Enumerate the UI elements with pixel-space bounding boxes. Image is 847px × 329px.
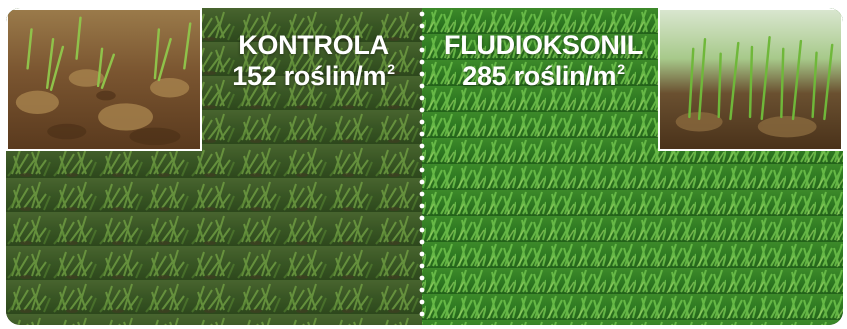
control-plant-count: 152 roślin/m2 (232, 61, 395, 92)
label-fludioxonil: FLUDIOKSONIL 285 roślin/m2 (431, 30, 656, 92)
control-title: KONTROLA (238, 30, 389, 60)
label-control: KONTROLA 152 roślin/m2 (211, 30, 416, 92)
comparison-photo: KONTROLA 152 roślin/m2 FLUDIOKSONIL 285 … (6, 8, 843, 325)
fludioxonil-unit-superscript: 2 (617, 61, 625, 78)
fludioxonil-plant-count: 285 roślin/m2 (462, 61, 625, 92)
control-unit-superscript: 2 (387, 61, 395, 78)
divider-dotted-line (419, 11, 425, 317)
fludioxonil-title: FLUDIOKSONIL (444, 30, 643, 60)
inset-photo-right-seedling-closeup (658, 8, 843, 151)
inset-photo-left-soil-closeup (6, 8, 202, 151)
